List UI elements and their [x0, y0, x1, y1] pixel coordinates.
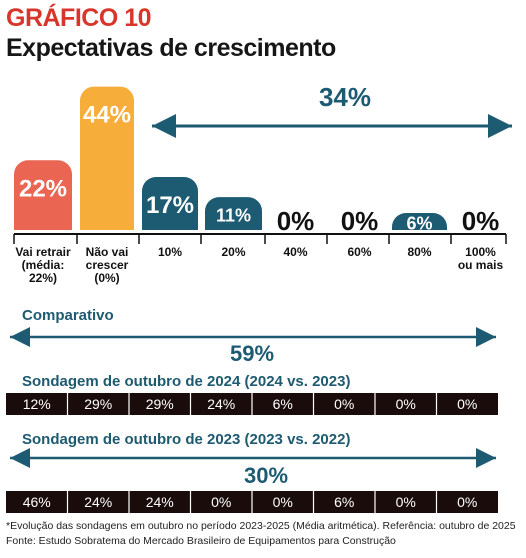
row-cell-value: 46%	[23, 494, 51, 510]
row-cell-value: 0%	[273, 494, 293, 510]
footnote: *Evolução das sondagens em outubro no pe…	[6, 520, 516, 532]
category-label: 80%	[407, 245, 431, 259]
category-label: 22%)	[29, 271, 57, 285]
bar-value-label: 44%	[83, 102, 131, 129]
bar-value-label: 0%	[277, 206, 315, 236]
bar-value-label: 6%	[406, 214, 432, 234]
category-label: 40%	[283, 245, 307, 259]
row-cell-value: 0%	[457, 396, 477, 412]
category-label: 20%	[221, 245, 245, 259]
category-label: ou mais	[458, 258, 504, 272]
chart-title: GRÁFICO 10	[6, 4, 152, 32]
category-label: 100%	[465, 245, 496, 259]
row-2023-title: Sondagem de outubro de 2023 (2023 vs. 20…	[22, 431, 350, 448]
row-cell-value: 12%	[23, 396, 51, 412]
category-label: 60%	[347, 245, 371, 259]
category-label: (0%)	[94, 271, 119, 285]
bar	[14, 160, 72, 246]
bar-base-mask	[80, 230, 134, 246]
row-cell-value: 24%	[146, 494, 174, 510]
category-label: (média:	[22, 258, 65, 272]
row-cell-value: 6%	[334, 494, 354, 510]
bar-base-mask	[205, 230, 262, 246]
row-2024-title: Sondagem de outubro de 2024 (2024 vs. 20…	[22, 373, 350, 390]
row-cell-value: 0%	[396, 396, 416, 412]
row-cell-value: 6%	[273, 396, 293, 412]
row-cell-value: 29%	[84, 396, 112, 412]
row-cell-value: 0%	[334, 396, 354, 412]
category-label: Não vai	[86, 245, 129, 259]
category-label: Vai retrair	[15, 245, 71, 259]
total-2023-label: 30%	[244, 463, 288, 488]
comparativo-heading: Comparativo	[22, 307, 114, 324]
source-note: Fonte: Estudo Sobratema do Mercado Brasi…	[6, 535, 396, 547]
bar-base-mask	[142, 230, 198, 246]
total-2024-label: 59%	[230, 341, 274, 366]
row-cell-value: 0%	[457, 494, 477, 510]
bar-value-label: 0%	[341, 206, 379, 236]
growth-total-label: 34%	[319, 82, 371, 112]
bar-value-label: 11%	[216, 206, 251, 226]
bar-base-mask	[14, 230, 72, 246]
bar-value-label: 17%	[146, 192, 194, 219]
row-cell-value: 0%	[211, 494, 231, 510]
category-label: crescer	[86, 258, 129, 272]
bar	[80, 86, 134, 246]
bar	[142, 177, 198, 246]
row-cell-value: 24%	[84, 494, 112, 510]
bar-value-label: 0%	[462, 206, 500, 236]
category-label: 10%	[158, 245, 182, 259]
row-cell-value: 24%	[207, 396, 235, 412]
row-cell-value: 29%	[146, 396, 174, 412]
bar-value-label: 22%	[19, 175, 67, 202]
row-cell-value: 0%	[396, 494, 416, 510]
chart-subtitle: Expectativas de crescimento	[6, 34, 336, 62]
